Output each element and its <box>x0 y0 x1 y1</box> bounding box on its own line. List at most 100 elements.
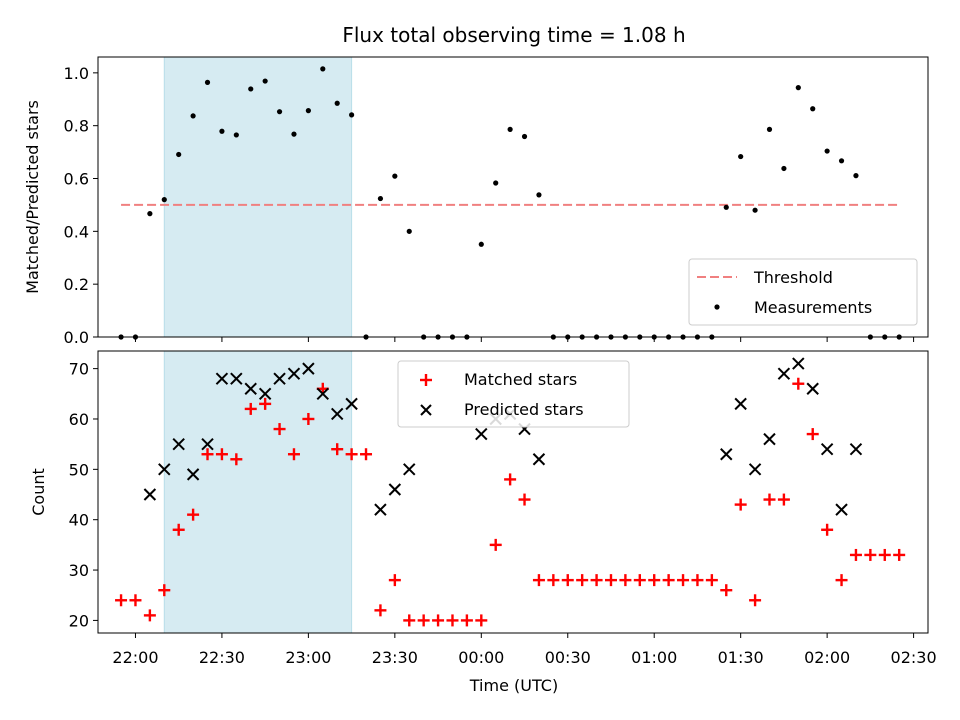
x-tick-label: 02:00 <box>804 648 850 667</box>
matched-stars-point <box>561 574 574 587</box>
matched-stars-point <box>460 614 473 627</box>
measurement-point <box>406 228 412 234</box>
bottom-axes: 20 30 40 50 60 70 22:00 22:30 23:00 23:30 00:00 00:… <box>69 350 937 667</box>
matched-stars-point <box>518 493 531 506</box>
top-highlight-span <box>163 56 353 338</box>
predicted-stars-point <box>287 367 301 380</box>
y-tick-label: 20 <box>69 611 89 630</box>
predicted-stars-point <box>172 437 185 451</box>
matched-stars-point <box>244 402 257 415</box>
predicted-stars-point <box>330 407 344 421</box>
matched-stars-point <box>201 448 214 461</box>
predicted-stars-point <box>388 483 402 496</box>
predicted-stars-point <box>835 503 848 516</box>
matched-stars-point <box>821 523 834 536</box>
predicted-stars-point <box>720 448 733 461</box>
x-axis-label: Time (UTC) <box>469 676 558 695</box>
measurement-point <box>521 133 528 140</box>
measurement-point <box>233 132 239 138</box>
predicted-stars-point <box>403 463 416 476</box>
x-tick-label: 00:30 <box>545 648 591 667</box>
measurement-point <box>738 153 744 160</box>
measurement-point <box>795 85 801 91</box>
matched-stars-point <box>705 574 718 587</box>
matched-stars-point <box>489 538 502 551</box>
measurement-point <box>478 241 484 247</box>
predicted-stars-point <box>374 503 387 516</box>
matched-stars-point <box>115 594 128 607</box>
predicted-stars-point <box>820 442 834 456</box>
top-legend-frame <box>688 258 918 326</box>
matched-stars-point <box>720 584 733 597</box>
top-legend: Threshold Measurements <box>688 258 918 326</box>
matched-stars-point <box>230 453 243 466</box>
bottom-legend-frame <box>397 360 630 428</box>
matched-stars-point <box>604 574 617 587</box>
matched-stars-point <box>143 609 156 622</box>
measurement-point <box>305 108 311 114</box>
measurement-point <box>161 197 167 203</box>
measurement-point <box>377 195 384 202</box>
x-tick-label: 23:30 <box>372 648 418 667</box>
measurement-point <box>276 109 283 115</box>
measurement-point <box>493 180 499 186</box>
matched-stars-point <box>806 428 819 441</box>
measurement-point <box>147 211 153 217</box>
matched-stars-point <box>360 448 373 461</box>
measurement-point <box>204 79 211 85</box>
y-tick-label: 30 <box>69 561 89 580</box>
predicted-stars-point <box>186 468 200 481</box>
legend-measurements-swatch <box>714 304 720 310</box>
x-tick-label: 02:30 <box>891 648 937 667</box>
matched-stars-point <box>187 508 200 521</box>
matched-stars-point <box>388 574 401 587</box>
matched-stars-point <box>576 574 589 587</box>
matched-stars-point <box>287 448 300 461</box>
bottom-y-axis-label: Count <box>29 468 48 516</box>
measurement-point <box>766 126 773 132</box>
predicted-stars-point <box>792 357 805 370</box>
matched-stars-point <box>734 498 747 511</box>
matched-stars-point <box>849 548 862 561</box>
top-axes: 0.0 0.2 0.4 0.6 0.8 1.0 <box>64 56 929 347</box>
y-tick-label: 40 <box>69 511 89 530</box>
y-tick-label: 60 <box>69 410 89 429</box>
matched-stars-point <box>345 448 358 461</box>
measurement-point <box>320 66 326 72</box>
matched-stars-point <box>446 614 459 627</box>
matched-stars-point <box>432 614 445 627</box>
bottom-legend: Matched stars Predicted stars <box>397 360 630 428</box>
predicted-stars-point <box>734 397 747 411</box>
predicted-stars-point <box>215 372 229 385</box>
measurement-point <box>810 106 816 112</box>
matched-stars-point <box>417 614 430 627</box>
matched-stars-point <box>878 548 891 561</box>
measurement-point <box>838 158 845 164</box>
measurement-point <box>248 86 254 92</box>
measurement-point <box>262 78 268 84</box>
matched-stars-point <box>662 574 675 587</box>
predicted-stars-point <box>748 463 762 476</box>
predicted-stars-point <box>532 453 546 466</box>
legend-measurements-label: Measurements <box>754 298 872 317</box>
axes-frame <box>97 56 929 338</box>
y-tick-label: 0.0 <box>64 328 89 347</box>
predicted-stars-point <box>345 397 358 411</box>
matched-stars-point <box>504 473 517 486</box>
legend-matched-swatch <box>420 374 432 386</box>
matched-stars-point <box>302 412 315 425</box>
x-tick-label: 22:30 <box>199 648 245 667</box>
predicted-stars-point <box>763 432 776 446</box>
predicted-stars-point <box>849 442 863 456</box>
matched-stars-point <box>893 548 906 561</box>
measurement-point <box>190 113 196 119</box>
matched-stars-point <box>273 423 286 436</box>
matched-stars-point <box>259 397 272 410</box>
measurement-point <box>853 173 859 179</box>
predicted-stars-point <box>244 382 257 395</box>
legend-matched-label: Matched stars <box>464 370 577 389</box>
matched-stars-point <box>763 493 776 506</box>
matched-stars-point <box>129 594 142 607</box>
